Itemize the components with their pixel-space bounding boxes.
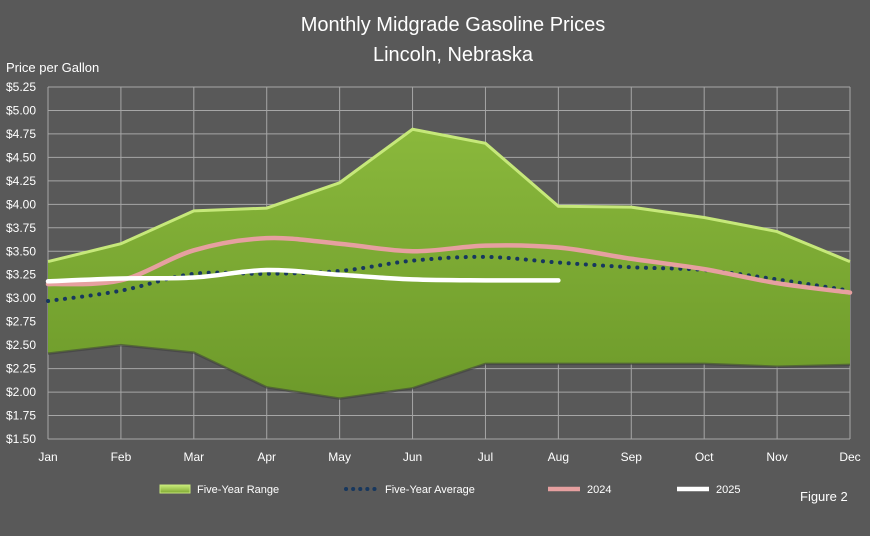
legend-label: Five-Year Range <box>197 484 279 496</box>
legend-item: Five-Year Range <box>159 484 279 496</box>
x-tick-label: Apr <box>257 450 276 464</box>
y-tick-labels: $1.50 $1.75 $2.00 $2.25 $2.50 $2.75 $3.00 $3.25… <box>6 80 36 446</box>
legend-label: 2025 <box>716 484 740 496</box>
five-year-range-high-edge <box>47 127 851 264</box>
y-tick-label: $4.50 <box>6 150 36 164</box>
legend-label: Five-Year Average <box>385 484 475 496</box>
legend-label: 2024 <box>587 484 611 496</box>
x-tick-label: Jun <box>403 450 422 464</box>
x-tick-labels: Jan Feb Mar Apr May Jun Jul Aug Sep Oct Nov Dec <box>38 450 860 464</box>
y-tick-label: $4.25 <box>6 174 36 188</box>
series-2024-line <box>45 235 853 295</box>
x-tick-label: Nov <box>766 450 787 464</box>
x-tick-label: Oct <box>695 450 714 464</box>
y-tick-label: $2.50 <box>6 338 36 352</box>
figure-label: Figure 2 <box>800 489 848 504</box>
y-tick-label: $5.25 <box>6 80 36 94</box>
x-tick-label: Aug <box>548 450 569 464</box>
x-tick-label: Mar <box>183 450 204 464</box>
chart-title-line-2: Lincoln, Nebraska <box>373 44 534 66</box>
y-axis-label: Price per Gallon <box>6 60 99 75</box>
legend-swatch-range <box>159 484 191 494</box>
x-tick-label: Jan <box>38 450 57 464</box>
y-tick-label: $2.75 <box>6 315 36 329</box>
range-layer <box>47 127 851 400</box>
y-tick-label: $4.75 <box>6 127 36 141</box>
y-tick-label: $5.00 <box>6 103 36 117</box>
chart-title-line-1: Monthly Midgrade Gasoline Prices <box>301 14 606 36</box>
x-tick-label: Jul <box>478 450 493 464</box>
x-tick-label: Sep <box>621 450 643 464</box>
y-tick-label: $1.50 <box>6 432 36 446</box>
five-year-range-low-edge <box>47 343 851 400</box>
x-tick-label: May <box>328 450 351 464</box>
y-tick-label: $3.25 <box>6 268 36 282</box>
five-year-range-area <box>48 129 850 399</box>
lines-layer <box>45 235 853 304</box>
y-tick-label: $3.75 <box>6 221 36 235</box>
y-tick-label: $1.75 <box>6 409 36 423</box>
y-tick-label: $2.25 <box>6 362 36 376</box>
y-tick-label: $4.00 <box>6 197 36 211</box>
y-tick-label: $3.50 <box>6 244 36 258</box>
legend-item: 2024 <box>548 484 611 496</box>
x-tick-label: Feb <box>111 450 132 464</box>
y-tick-label: $3.00 <box>6 291 36 305</box>
x-tick-label: Dec <box>839 450 860 464</box>
y-tick-label: $2.00 <box>6 385 36 399</box>
five-year-average-line <box>46 254 852 304</box>
legend-item: 2025 <box>677 484 740 496</box>
legend-item: Five-Year Average <box>344 484 475 496</box>
legend: Five-Year Range Five-Year Average 2024 2025 <box>159 484 740 496</box>
series-2025-line <box>45 267 561 284</box>
